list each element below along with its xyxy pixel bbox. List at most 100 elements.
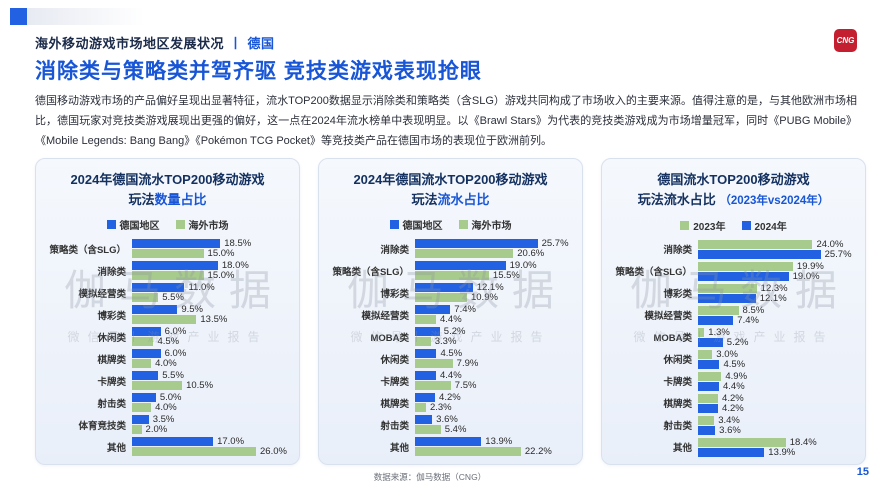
value-label: 19.9%	[796, 260, 824, 272]
bar-line: 13.9%	[698, 447, 857, 458]
chart-rows: 消除类 25.7% 20.6% 策略类（含SLG） 19.0% 15.5% 博彩类 12.1%…	[327, 238, 574, 457]
chart-rows: 策略类（含SLG） 18.5% 15.0% 消除类 18.0% 15.0% 模拟经营类 11.…	[44, 238, 291, 457]
value-label: 5.4%	[444, 424, 467, 435]
chart-row: MOBA类 1.3% 5.2%	[610, 327, 857, 348]
bar-line: 4.4%	[698, 380, 857, 392]
panel-title-line2: 玩法数量占比	[44, 190, 291, 210]
value-label: 3.3%	[434, 336, 457, 347]
chart-row: 消除类 18.0% 15.0%	[44, 260, 291, 281]
category-label: 策略类（含SLG）	[332, 266, 409, 278]
value-label: 5.5%	[162, 292, 184, 303]
bar	[698, 371, 722, 381]
value-label: 20.6%	[517, 248, 545, 259]
chart-row: 棋牌类 6.0% 4.0%	[44, 348, 291, 369]
bar	[132, 415, 149, 424]
value-label: 24.0%	[816, 238, 844, 250]
bar-line: 4.5%	[132, 336, 291, 347]
value-label: 4.0%	[155, 402, 177, 413]
value-label: 6.0%	[164, 326, 187, 337]
bar-line: 3.6%	[698, 425, 857, 436]
panel-title-dark: 玩法流水占比	[637, 191, 720, 207]
category-label: 模拟经营类	[78, 288, 126, 300]
bar	[132, 371, 159, 380]
chart-row: 体育竞技类 3.5% 2.0%	[44, 414, 291, 435]
panel-title: 德国流水TOP200移动游戏 玩法流水占比 （2023年vs2024年）	[610, 170, 857, 210]
bar-line: 20.6%	[415, 248, 574, 259]
value-label: 10.5%	[186, 380, 214, 391]
bar-line: 26.0%	[132, 446, 291, 457]
value-label: 3.5%	[152, 414, 175, 425]
bar	[132, 239, 221, 248]
bar-line: 25.7%	[415, 238, 574, 249]
chart-row: 射击类 3.6% 5.4%	[327, 414, 574, 435]
bar-group: 25.7% 20.6%	[415, 238, 574, 259]
bar	[698, 337, 723, 347]
chart-row: 消除类 25.7% 20.6%	[327, 238, 574, 259]
category-label: 博彩类	[380, 288, 409, 300]
bar-line: 3.6%	[415, 414, 574, 425]
bar-line: 10.9%	[415, 292, 574, 303]
value-label: 19.0%	[792, 270, 820, 282]
bar-group: 19.0% 15.5%	[415, 260, 574, 281]
chart-row: 博彩类 12.3% 12.1%	[610, 283, 857, 304]
chart-row: 博彩类 12.1% 10.9%	[327, 282, 574, 303]
chart-row: 策略类（含SLG） 18.5% 15.0%	[44, 238, 291, 259]
bar-line: 12.3%	[698, 283, 857, 294]
value-label: 7.9%	[456, 358, 479, 369]
bar-line: 3.4%	[698, 415, 857, 426]
chart-row: 模拟经营类 11.0% 5.5%	[44, 282, 291, 303]
bar	[415, 337, 431, 346]
bar	[132, 315, 197, 324]
bar-line: 8.5%	[698, 305, 857, 316]
category-label: 消除类	[380, 244, 409, 256]
bar	[132, 359, 152, 368]
bar-line: 17.0%	[132, 436, 291, 447]
bar-line: 5.2%	[698, 337, 857, 348]
bar	[698, 403, 719, 413]
bar-line: 7.4%	[415, 304, 574, 315]
bar-line: 4.5%	[698, 358, 857, 370]
bar-group: 3.5% 2.0%	[132, 414, 291, 435]
bar-line: 18.5%	[132, 238, 291, 249]
bar-line: 13.9%	[415, 436, 574, 447]
bar-group: 3.4% 3.6%	[698, 415, 857, 436]
chart-row: 策略类（含SLG） 19.0% 15.5%	[327, 260, 574, 281]
legend-swatch	[389, 220, 399, 229]
bar	[415, 327, 440, 336]
bar-line: 3.3%	[415, 336, 574, 347]
chart-row: 卡牌类 4.9% 4.4%	[610, 371, 857, 392]
category-label: 射击类	[97, 398, 126, 410]
bar-group: 1.3% 5.2%	[698, 327, 857, 348]
charts-row: 2024年德国流水TOP200移动游戏 玩法数量占比 德国地区 海外市场 策略类（…	[35, 158, 866, 465]
bar	[698, 425, 716, 435]
section-header: 海外移动游戏市场地区发展状况丨德国	[35, 33, 275, 52]
bar	[132, 393, 156, 402]
chart-row: 休闲类 6.0% 4.5%	[44, 326, 291, 347]
value-label: 4.0%	[155, 358, 177, 369]
chart-rows: 消除类 24.0% 25.7% 策略类（含SLG） 19.9% 19.0% 博彩类 12.3%…	[610, 238, 857, 458]
value-label: 18.0%	[221, 260, 249, 271]
bar-group: 19.9% 19.0%	[698, 260, 857, 282]
panel-title-highlight: （2023年vs2024年）	[719, 194, 830, 207]
category-label: 策略类（含SLG）	[615, 267, 692, 279]
value-label: 4.5%	[723, 358, 746, 370]
bar	[415, 415, 433, 424]
bar	[132, 261, 218, 270]
chart-row: 棋牌类 4.2% 2.3%	[327, 392, 574, 413]
category-label: 卡牌类	[97, 376, 126, 388]
bar	[698, 393, 719, 403]
bar	[698, 381, 719, 391]
category-label: MOBA类	[370, 332, 409, 344]
value-label: 5.0%	[159, 392, 182, 403]
bar	[415, 403, 426, 412]
value-label: 19.0%	[509, 260, 537, 271]
bar-group: 4.4% 7.5%	[415, 370, 574, 391]
panel-title-dark: 玩法	[411, 191, 438, 207]
value-label: 4.4%	[722, 380, 745, 392]
category-label: 消除类	[663, 245, 692, 257]
accent-square	[10, 8, 27, 25]
bar	[698, 249, 821, 259]
chart-row: 休闲类 4.5% 7.9%	[327, 348, 574, 369]
bar	[132, 327, 161, 336]
value-label: 18.5%	[224, 238, 252, 249]
